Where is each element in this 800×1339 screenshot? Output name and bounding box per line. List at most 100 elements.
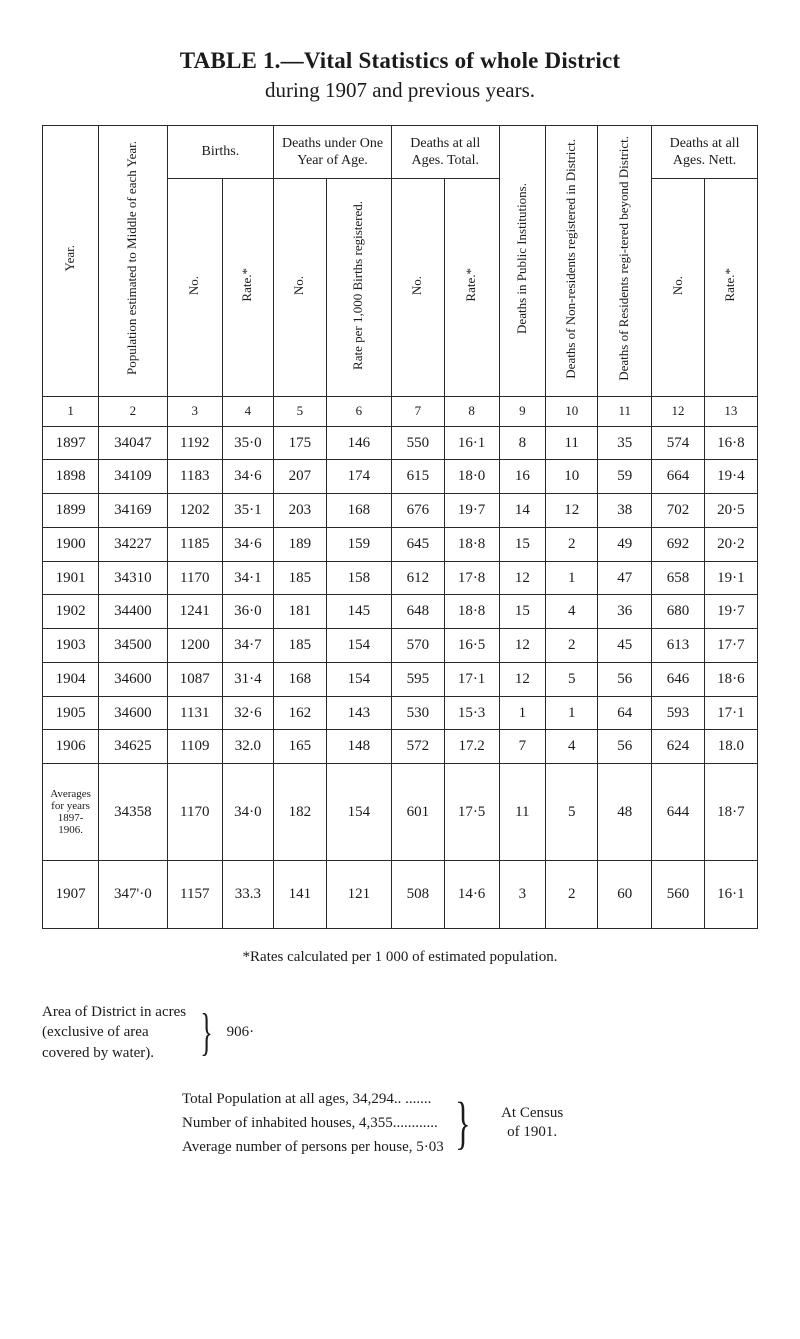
cell: 18·8: [444, 595, 499, 629]
hdr-deaths-under: Deaths under One Year of Age.: [274, 126, 392, 179]
cell: 1131: [167, 696, 222, 730]
totals-line-1: Total Population at all ages, 34,294.. .…: [182, 1091, 431, 1107]
cell: 1185: [167, 527, 222, 561]
cell: 4: [546, 730, 598, 764]
cell: 121: [326, 861, 391, 929]
cell: 38: [598, 494, 652, 528]
hdr-nett-rate: Rate.*: [723, 264, 738, 306]
cell: 1899: [43, 494, 99, 528]
cell: 59: [598, 460, 652, 494]
cell: 34600: [99, 696, 168, 730]
cell: 15: [499, 595, 546, 629]
cell: 1904: [43, 662, 99, 696]
cell: 34047: [99, 426, 168, 460]
cell: 574: [652, 426, 705, 460]
cell: 33.3: [222, 861, 273, 929]
cell: 15: [499, 527, 546, 561]
cell: 185: [274, 629, 327, 663]
table-row: Averages for years 1897-1906.34358117034…: [43, 764, 758, 861]
table-row: 189734047119235·017514655016·18113557416…: [43, 426, 758, 460]
cell: 1: [499, 696, 546, 730]
cell: 34169: [99, 494, 168, 528]
hdr-births-no: No.: [187, 272, 202, 299]
cell: 615: [392, 460, 445, 494]
cell: 1157: [167, 861, 222, 929]
cell: 1898: [43, 460, 99, 494]
cell: 145: [326, 595, 391, 629]
table-row: 190334500120034·718515457016·51224561317…: [43, 629, 758, 663]
cell: 35·1: [222, 494, 273, 528]
cell: 34310: [99, 561, 168, 595]
cell: 36·0: [222, 595, 273, 629]
cell: 34·1: [222, 561, 273, 595]
cell: 14: [499, 494, 546, 528]
cell: 146: [326, 426, 391, 460]
cell: 1901: [43, 561, 99, 595]
cell: 182: [274, 764, 327, 861]
colnum: 3: [167, 397, 222, 426]
colnum: 2: [99, 397, 168, 426]
cell: 168: [326, 494, 391, 528]
cell: 1907: [43, 861, 99, 929]
cell: 18·0: [444, 460, 499, 494]
colnum: 12: [652, 397, 705, 426]
colnum: 10: [546, 397, 598, 426]
table-row: 1907347'·0115733.314112150814·6326056016…: [43, 861, 758, 929]
cell: 560: [652, 861, 705, 929]
cell: 645: [392, 527, 445, 561]
cell: 12: [499, 662, 546, 696]
cell: 1: [546, 561, 598, 595]
colnum: 8: [444, 397, 499, 426]
colnum: 13: [704, 397, 757, 426]
table-row: 190134310117034·118515861217·81214765819…: [43, 561, 758, 595]
cell: 8: [499, 426, 546, 460]
cell: 32.0: [222, 730, 273, 764]
cell: 12: [499, 561, 546, 595]
hdr-nett-no: No.: [671, 272, 686, 299]
cell: 18·7: [704, 764, 757, 861]
hdr-du-no: No.: [292, 272, 307, 299]
cell: 31·4: [222, 662, 273, 696]
cell: 692: [652, 527, 705, 561]
cell: 48: [598, 764, 652, 861]
table-row: 190534600113132·616214353015·3116459317·…: [43, 696, 758, 730]
cell: 19·1: [704, 561, 757, 595]
cell: 17·8: [444, 561, 499, 595]
cell: 1903: [43, 629, 99, 663]
cell: 35: [598, 426, 652, 460]
cell: 1170: [167, 561, 222, 595]
cell: 530: [392, 696, 445, 730]
cell: 45: [598, 629, 652, 663]
cell: 159: [326, 527, 391, 561]
cell: 34·6: [222, 460, 273, 494]
cell: 644: [652, 764, 705, 861]
cell: 34·0: [222, 764, 273, 861]
cell: 7: [499, 730, 546, 764]
cell: 34227: [99, 527, 168, 561]
cell: 550: [392, 426, 445, 460]
colnum: 6: [326, 397, 391, 426]
hdr-deaths-non: Deaths of Non-residents registered in Di…: [564, 135, 579, 383]
cell: 572: [392, 730, 445, 764]
hdr-births-rate: Rate.*: [240, 264, 255, 306]
totals-line-3: Average number of persons per house, 5·0…: [182, 1139, 444, 1155]
cell: 34·6: [222, 527, 273, 561]
cell: 148: [326, 730, 391, 764]
cell: 4: [546, 595, 598, 629]
cell: 1109: [167, 730, 222, 764]
column-numbers: 1 2 3 4 5 6 7 8 9 10 11 12 13: [43, 397, 758, 426]
cell: 143: [326, 696, 391, 730]
cell: 34400: [99, 595, 168, 629]
cell: 56: [598, 730, 652, 764]
cell: 17·1: [704, 696, 757, 730]
table-row: 190434600108731·416815459517·11255664618…: [43, 662, 758, 696]
cell: 34·7: [222, 629, 273, 663]
cell: 1897: [43, 426, 99, 460]
cell: 16·8: [704, 426, 757, 460]
cell: 347'·0: [99, 861, 168, 929]
cell: 47: [598, 561, 652, 595]
cell: 34358: [99, 764, 168, 861]
cell: 11: [499, 764, 546, 861]
cell: 5: [546, 662, 598, 696]
cell: 1202: [167, 494, 222, 528]
